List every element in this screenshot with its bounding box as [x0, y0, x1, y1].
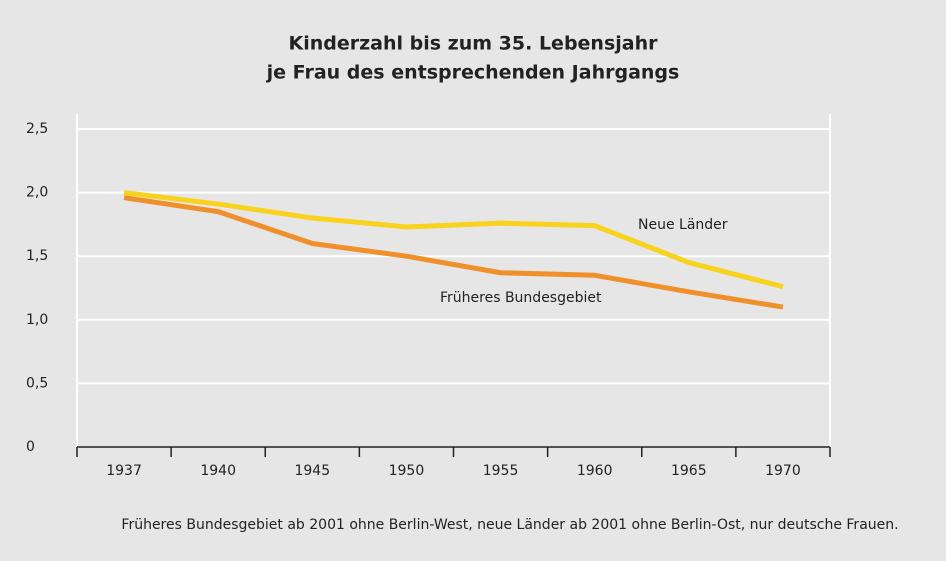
series-label: Früheres Bundesgebiet: [440, 290, 602, 306]
footnote: Früheres Bundesgebiet ab 2001 ohne Berli…: [121, 517, 898, 533]
x-tick-label: 1965: [671, 463, 707, 479]
series-line: [123, 190, 784, 290]
chart-subtitle: je Frau des entsprechenden Jahrgangs: [266, 62, 680, 84]
x-tick-label: 1955: [483, 463, 519, 479]
x-tick-label: 1940: [200, 463, 236, 479]
series-line: [123, 195, 784, 310]
y-tick-label: 0: [26, 439, 35, 455]
chart-title: Kinderzahl bis zum 35. Lebensjahr: [288, 33, 658, 55]
x-tick-label: 1937: [106, 463, 142, 479]
y-tick-label: 2,5: [26, 121, 48, 137]
y-tick-label: 0,5: [26, 375, 48, 391]
y-tick-label: 1,0: [26, 312, 48, 328]
x-tick-label: 1970: [765, 463, 801, 479]
y-tick-label: 1,5: [26, 248, 48, 264]
y-tick-label: 2,0: [26, 185, 48, 201]
x-tick-label: 1950: [389, 463, 425, 479]
series-label: Neue Länder: [638, 217, 728, 233]
x-tick-label: 1960: [577, 463, 613, 479]
x-tick-label: 1945: [294, 463, 330, 479]
